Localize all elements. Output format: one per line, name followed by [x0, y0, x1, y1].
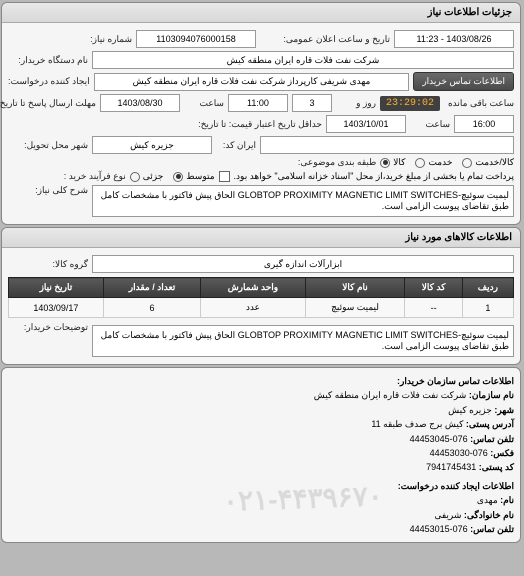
price-valid-label: حداقل تاریخ اعتبار قیمت: تا تاریخ:	[199, 119, 323, 130]
desc-label: شرح کلی نیاز:	[9, 185, 89, 196]
org-label: نام سازمان:	[470, 390, 515, 400]
city-label: شهر:	[495, 405, 515, 415]
table-row[interactable]: 1 -- لیمیت سوئیچ عدد 6 1403/09/17	[10, 298, 515, 318]
public-date-input[interactable]	[395, 30, 515, 48]
need-no-label: شماره نیاز:	[53, 34, 133, 45]
addr-value: کیش برج صدف طبقه 11	[372, 419, 464, 429]
contact-panel: اطلاعات تماس سازمان خریدار: نام سازمان: …	[2, 367, 522, 543]
time-label-2: ساعت	[411, 119, 451, 130]
delivery-city-label: شهر محل تحویل:	[9, 140, 89, 151]
send-deadline-time-input[interactable]	[229, 94, 289, 112]
th-date: تاریخ نیاز	[10, 278, 105, 298]
radio-goods[interactable]: کالا	[381, 157, 406, 168]
th-row: ردیف	[463, 278, 514, 298]
td-name: لیمیت سوئیچ	[306, 298, 406, 318]
notes-label: توضیحات خریدار:	[9, 322, 89, 333]
tel-value: 076-44453045	[411, 434, 469, 444]
notes-box: لیمیت سوئیچ-GLOBTOP PROXIMITY MAGNETIC L…	[93, 325, 515, 357]
radio-both[interactable]: کالا/خدمت	[463, 157, 515, 168]
delivery-city-input[interactable]	[93, 136, 213, 154]
treasury-checkbox[interactable]	[220, 171, 231, 182]
send-deadline-date-input[interactable]	[101, 94, 181, 112]
process-label: نوع فرآیند خرید :	[47, 171, 127, 182]
table-header-row: ردیف کد کالا نام کالا واحد شمارش تعداد /…	[10, 278, 515, 298]
lname-value: شریفی	[435, 510, 462, 520]
fax-label: فکس:	[491, 448, 515, 458]
group-label: گروه کالا:	[9, 259, 89, 270]
td-row: 1	[463, 298, 514, 318]
radio-medium[interactable]: متوسط	[174, 171, 215, 182]
need-no-input[interactable]	[137, 30, 257, 48]
public-date-label: تاریخ و ساعت اعلان عمومی:	[261, 34, 391, 45]
price-valid-date-input[interactable]	[327, 115, 407, 133]
need-details-panel: جزئیات اطلاعات نیاز شماره نیاز: تاریخ و …	[2, 2, 522, 225]
panel1-title: جزئیات اطلاعات نیاز	[3, 3, 521, 23]
ctel-label: تلفن تماس:	[471, 524, 515, 534]
th-unit: واحد شمارش	[202, 278, 306, 298]
iran-code-label: ایران کد:	[217, 140, 257, 151]
days-input[interactable]	[293, 94, 333, 112]
payment-note: پرداخت تمام یا بخشی از مبلغ خرید،از محل …	[235, 171, 515, 182]
contact-title: اطلاعات تماس سازمان خریدار:	[398, 376, 515, 386]
contact-buyer-button[interactable]: اطلاعات تماس خریدار	[414, 72, 515, 91]
post-label: کد پستی:	[480, 462, 515, 472]
th-code: کد کالا	[406, 278, 463, 298]
buyer-org-label: نام دستگاه خریدار:	[9, 55, 89, 66]
post-value: 7941745431	[427, 462, 477, 472]
lname-label: نام خانوادگی:	[465, 510, 515, 520]
buyer-org-input[interactable]	[93, 51, 515, 69]
td-code: --	[406, 298, 463, 318]
city-value: جزیره کیش	[449, 405, 493, 415]
td-qty: 6	[104, 298, 201, 318]
time-label-1: ساعت	[185, 98, 225, 109]
fname-value: مهدی	[478, 495, 499, 505]
goods-table: ردیف کد کالا نام کالا واحد شمارش تعداد /…	[9, 277, 515, 318]
radio-service[interactable]: خدمت	[416, 157, 453, 168]
goods-radio-group: کالا خدمت کالا/خدمت	[381, 157, 515, 168]
creator-input[interactable]	[95, 73, 411, 91]
tel-label: تلفن تماس:	[471, 434, 515, 444]
panel2-title: اطلاعات کالاهای مورد نیاز	[3, 228, 521, 248]
goods-info-panel: اطلاعات کالاهای مورد نیاز گروه کالا: ردی…	[2, 227, 522, 365]
goods-label: طبقه بندی موضوعی:	[297, 157, 377, 168]
th-name: نام کالا	[306, 278, 406, 298]
fax-value: 076-44453030	[431, 448, 489, 458]
td-unit: عدد	[202, 298, 306, 318]
ctel-value: 076-44453015	[411, 524, 469, 534]
creator-label: ایجاد کننده درخواست:	[9, 76, 91, 87]
iran-code-input[interactable]	[261, 136, 515, 154]
org-value: شرکت نفت فلات قاره ایران منطقه کیش	[315, 390, 468, 400]
radio-small[interactable]: جزئی	[131, 171, 165, 182]
remain-label: ساعت باقی مانده	[445, 98, 515, 109]
group-input[interactable]	[93, 255, 515, 273]
creator-title: اطلاعات ایجاد کننده درخواست:	[399, 481, 515, 491]
price-valid-time-input[interactable]	[455, 115, 515, 133]
process-radio-group: جزئی متوسط	[131, 171, 216, 182]
th-qty: تعداد / مقدار	[104, 278, 201, 298]
desc-textarea[interactable]: لیمیت سوئیچ-GLOBTOP PROXIMITY MAGNETIC L…	[93, 185, 515, 217]
addr-label: آدرس پستی:	[467, 419, 515, 429]
days-label: روز و	[337, 98, 377, 109]
send-deadline-label: مهلت ارسال پاسخ تا تاریخ:	[9, 98, 97, 109]
td-date: 1403/09/17	[10, 298, 105, 318]
fname-label: نام:	[501, 495, 515, 505]
countdown-timer: 23:29:02	[381, 96, 441, 111]
